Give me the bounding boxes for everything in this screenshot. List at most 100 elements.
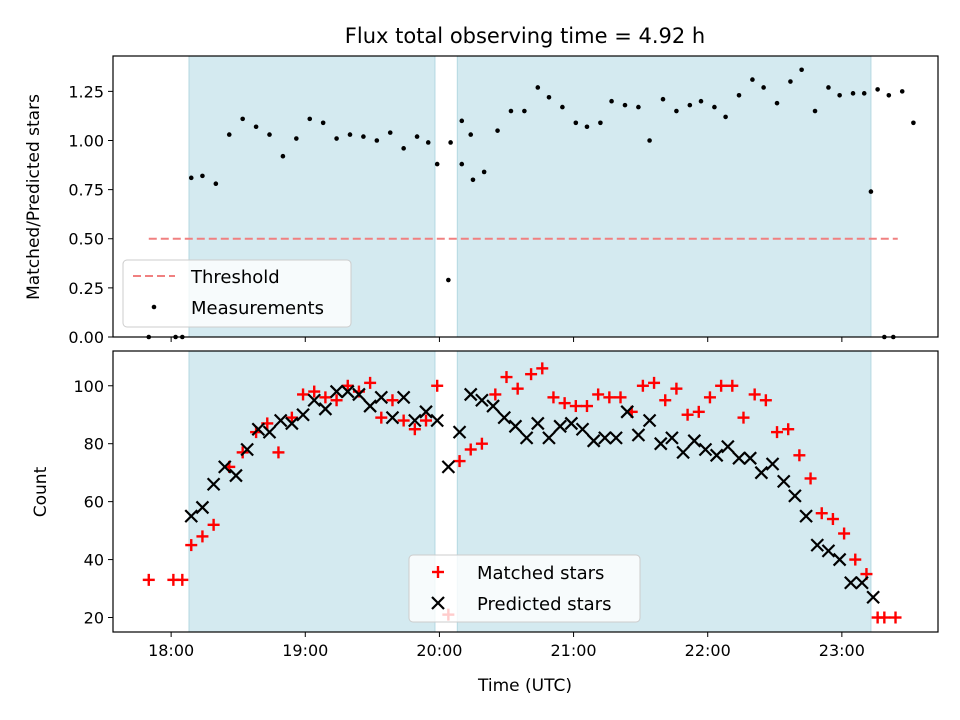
measurement-point — [495, 128, 500, 133]
measurements-points — [146, 67, 916, 340]
matched-star-point — [849, 553, 862, 566]
predicted-star-point — [385, 410, 400, 425]
predicted-star-point — [508, 419, 523, 434]
measurement-point — [736, 93, 742, 98]
measurement-point — [470, 177, 476, 183]
top-legend: Threshold Measurements — [122, 259, 352, 328]
measurement-point — [674, 108, 679, 114]
measurement-point — [481, 169, 487, 175]
predicted-star-point — [352, 387, 366, 402]
predicted-star-point — [754, 465, 769, 480]
measurement-point — [812, 108, 818, 114]
matched-star-point — [364, 376, 377, 389]
predicted-star-point — [240, 442, 254, 457]
predicted-star-point — [631, 428, 646, 442]
bottom-x-ticks: 18:00 19:00 20:00 21:00 22:00 23:00 — [148, 632, 865, 660]
matched-star-point — [453, 455, 466, 468]
predicted-star-point — [452, 425, 467, 439]
measurement-point — [414, 134, 420, 139]
predicted-stars-points — [184, 384, 880, 605]
measurement-point — [636, 104, 641, 110]
predicted-star-point — [765, 457, 780, 471]
predicted-star-point — [486, 399, 500, 413]
predicted-star-point — [206, 477, 221, 492]
measurement-point — [712, 104, 717, 110]
bottom-axes-frame — [112, 350, 939, 633]
top-shaded-interval-2 — [457, 56, 871, 337]
bottom-y-tick-label: 40 — [84, 551, 104, 570]
measurement-point — [459, 161, 465, 167]
matched-star-point — [592, 388, 605, 401]
predicted-star-point — [497, 410, 512, 425]
measurements-legend-swatch — [151, 304, 157, 310]
predicted-star-point — [776, 474, 791, 489]
measurement-point — [188, 175, 194, 181]
measurement-point — [508, 108, 514, 114]
measurements-legend-label: Measurements — [191, 298, 324, 319]
matched-star-point — [341, 379, 354, 392]
matched-star-point — [580, 400, 593, 413]
top-y-tick-label: 1.00 — [68, 131, 104, 150]
predicted-star-point — [396, 390, 411, 405]
measurement-point — [660, 96, 666, 102]
measurement-point — [850, 91, 856, 96]
measurement-point — [347, 132, 353, 137]
matched-star-point — [603, 391, 616, 404]
matched-star-point — [670, 382, 683, 395]
matched-star-point — [475, 437, 488, 450]
measurement-point — [213, 181, 219, 187]
measurement-point — [875, 87, 880, 92]
threshold-legend-label: Threshold — [190, 267, 280, 288]
predicted-star-point — [218, 460, 232, 474]
matched-star-point — [889, 611, 902, 624]
predicted-star-point — [810, 538, 825, 552]
matched-star-point — [826, 513, 839, 526]
x-tick-label: 18:00 — [148, 641, 194, 660]
matched-star-point — [793, 449, 806, 462]
measurement-point — [573, 120, 579, 126]
matched-star-point — [375, 411, 388, 424]
top-legend-box — [122, 259, 352, 328]
predicted-star-point — [262, 425, 277, 439]
measurement-point — [240, 116, 245, 122]
x-tick-label: 19:00 — [282, 641, 328, 660]
predicted-star-point — [318, 402, 333, 416]
top-y-tick-label: 0.50 — [68, 230, 104, 249]
matched-star-point — [525, 368, 538, 381]
matched-star-point — [838, 527, 851, 540]
predicted-star-point — [866, 590, 880, 605]
x-axis-label: Time (UTC) — [477, 676, 572, 696]
matched-star-point — [500, 371, 513, 384]
predicted-star-point — [329, 384, 344, 399]
measurement-point — [750, 77, 755, 82]
predicted-star-point — [419, 405, 433, 419]
matched-star-point — [878, 611, 891, 624]
measurement-point — [598, 120, 603, 126]
measurement-point — [698, 98, 704, 104]
bottom-legend-box — [408, 554, 641, 623]
top-y-tick-label: 0.75 — [68, 181, 104, 200]
measurement-point — [622, 102, 628, 108]
predicted-star-point — [743, 451, 757, 465]
predicted-star-point — [229, 468, 243, 483]
top-y-axis-label: Matched/Predicted stars — [24, 94, 44, 300]
matched-star-point — [408, 423, 421, 436]
measurement-point — [522, 108, 527, 114]
predicted-star-point — [732, 451, 746, 465]
measurement-point — [200, 173, 205, 179]
measurement-point — [861, 91, 867, 96]
predicted-star-point — [564, 416, 579, 431]
matched-star-point — [648, 376, 661, 389]
predicted-star-point — [463, 387, 478, 402]
matched-star-point — [547, 391, 560, 404]
predicted-star-point — [553, 419, 567, 434]
matched-star-point — [464, 443, 477, 456]
matched-star-point — [536, 362, 549, 375]
matched-star-point — [815, 507, 828, 520]
bottom-y-tick-label: 100 — [73, 377, 104, 396]
top-panel: 0.00 0.25 0.50 0.75 1.00 1.25 Matched/Predict… — [24, 55, 939, 347]
matched-star-point — [659, 394, 672, 407]
predicted-star-point — [855, 575, 869, 590]
matched-star-point — [703, 391, 716, 404]
predicted-star-point — [609, 431, 623, 445]
